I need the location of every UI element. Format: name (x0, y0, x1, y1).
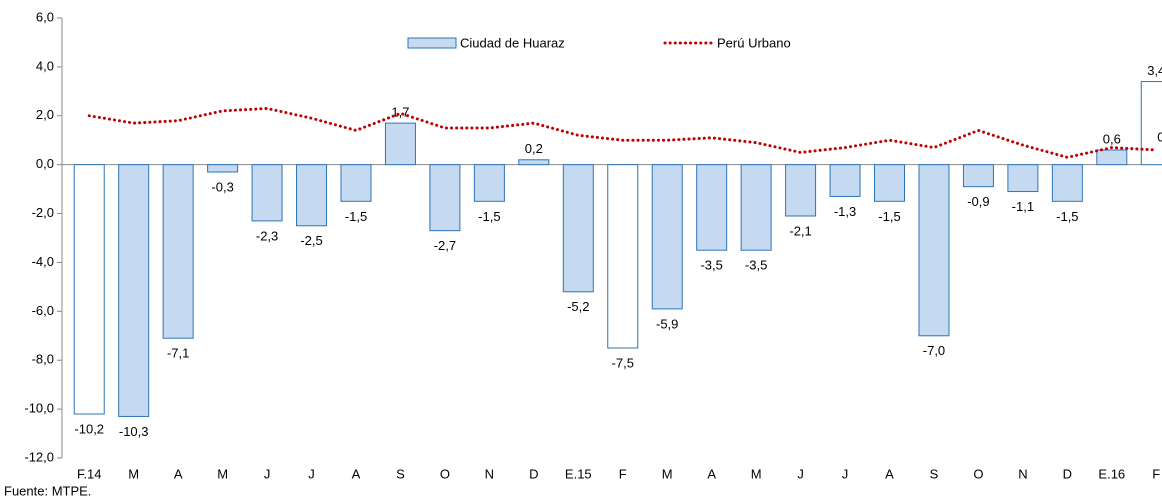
y-tick-label: -8,0 (32, 352, 54, 367)
x-tick-label: S (930, 466, 939, 481)
bar (1051, 164, 1083, 202)
value-label: -5,9 (656, 316, 678, 331)
x-tick-label: J (308, 466, 315, 481)
x-tick-label: F.14 (77, 466, 102, 481)
value-label: 3,4 (1147, 63, 1162, 78)
y-tick-label: 6,0 (36, 9, 54, 24)
value-label: -2,3 (256, 228, 278, 243)
value-label: -1,5 (478, 209, 500, 224)
bar (696, 164, 728, 251)
value-label: -1,3 (834, 204, 856, 219)
y-tick-label: -4,0 (32, 254, 54, 269)
value-label: -3,5 (700, 258, 722, 273)
x-tick-label: F (619, 466, 627, 481)
y-tick-label: 4,0 (36, 58, 54, 73)
y-tick-label: -12,0 (24, 449, 54, 464)
bar (340, 164, 372, 202)
x-tick-label: O (440, 466, 450, 481)
x-tick-label: M (128, 466, 139, 481)
value-label: -0,3 (211, 179, 233, 194)
x-tick-label: O (973, 466, 983, 481)
x-tick-label: D (1063, 466, 1072, 481)
x-tick-label: M (217, 466, 228, 481)
legend-label: Ciudad de Huaraz (460, 35, 565, 50)
value-label: -10,2 (74, 421, 104, 436)
bar (73, 164, 105, 415)
line (87, 106, 1158, 159)
bar (384, 122, 416, 166)
x-tick-label: F (1152, 466, 1160, 481)
x-tick-label: M (751, 466, 762, 481)
bar (1140, 81, 1162, 166)
source: Fuente: MTPE. (4, 483, 91, 498)
value-label: -7,1 (167, 346, 189, 361)
x-tick-label: J (797, 466, 804, 481)
x-tick-label: N (1018, 466, 1027, 481)
value-label: 1,7 (391, 105, 409, 120)
value-label: -2,1 (789, 223, 811, 238)
x-tick-label: M (662, 466, 673, 481)
bar (562, 164, 594, 293)
bar (429, 164, 461, 232)
bar (740, 164, 772, 251)
value-label: 0,2 (525, 141, 543, 156)
value-label: -2,7 (434, 238, 456, 253)
legend-label: Perú Urbano (717, 35, 791, 50)
y-tick-label: -10,0 (24, 401, 54, 416)
legend-swatch (407, 37, 457, 49)
value-label: -0,9 (967, 194, 989, 209)
value-label: 0,6 (1157, 129, 1162, 144)
value-label: 0,6 (1103, 131, 1121, 146)
x-tick-label: E.16 (1098, 466, 1125, 481)
value-label: -1,5 (1056, 209, 1078, 224)
bar (473, 164, 505, 202)
x-tick-label: J (264, 466, 271, 481)
x-tick-label: A (707, 466, 716, 481)
bar (607, 164, 639, 349)
value-label: -10,3 (119, 424, 149, 439)
x-tick-label: A (352, 466, 361, 481)
value-label: -2,5 (300, 233, 322, 248)
bar (207, 164, 239, 173)
bar (785, 164, 817, 217)
bar (296, 164, 328, 227)
bar (1007, 164, 1039, 193)
x-tick-label: A (885, 466, 894, 481)
y-tick-label: -2,0 (32, 205, 54, 220)
x-tick-label: S (396, 466, 405, 481)
bar (829, 164, 861, 197)
bar (651, 164, 683, 310)
x-tick-label: N (485, 466, 494, 481)
value-label: -1,5 (878, 209, 900, 224)
value-label: -1,5 (345, 209, 367, 224)
value-label: -7,5 (612, 355, 634, 370)
bar (251, 164, 283, 222)
x-tick-label: J (842, 466, 849, 481)
bar (1096, 149, 1128, 166)
x-tick-label: D (529, 466, 538, 481)
value-label: -3,5 (745, 258, 767, 273)
bar (874, 164, 906, 202)
bar (918, 164, 950, 337)
value-label: -5,2 (567, 299, 589, 314)
bar (962, 164, 994, 188)
bar (518, 159, 550, 166)
x-tick-label: E.15 (565, 466, 592, 481)
y-tick-label: 0,0 (36, 156, 54, 171)
value-label: -1,1 (1012, 199, 1034, 214)
value-label: -7,0 (923, 343, 945, 358)
y-tick-label: -6,0 (32, 303, 54, 318)
bar (118, 164, 150, 417)
bar (162, 164, 194, 339)
y-tick-label: 2,0 (36, 107, 54, 122)
x-tick-label: A (174, 466, 183, 481)
